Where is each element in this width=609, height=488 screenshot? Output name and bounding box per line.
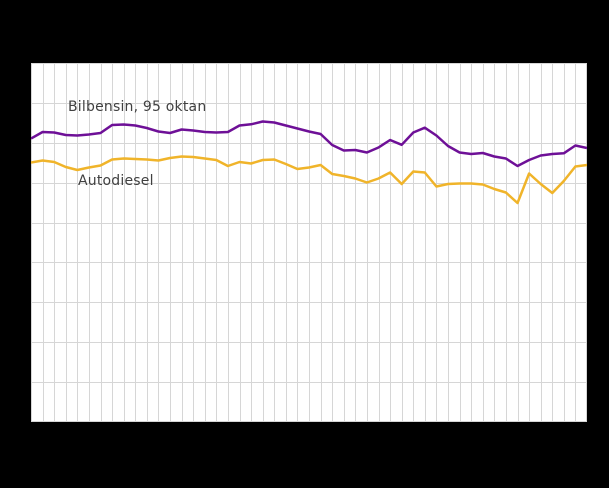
chart-svg — [31, 63, 587, 422]
series-label-autodiesel: Autodiesel — [78, 173, 154, 189]
series-line-bilbensin — [31, 120, 587, 168]
plot-area: Bilbensin, 95 oktan Autodiesel — [31, 63, 587, 422]
series-label-bilbensin: Bilbensin, 95 oktan — [68, 99, 207, 115]
series-line-autodiesel — [31, 155, 587, 205]
